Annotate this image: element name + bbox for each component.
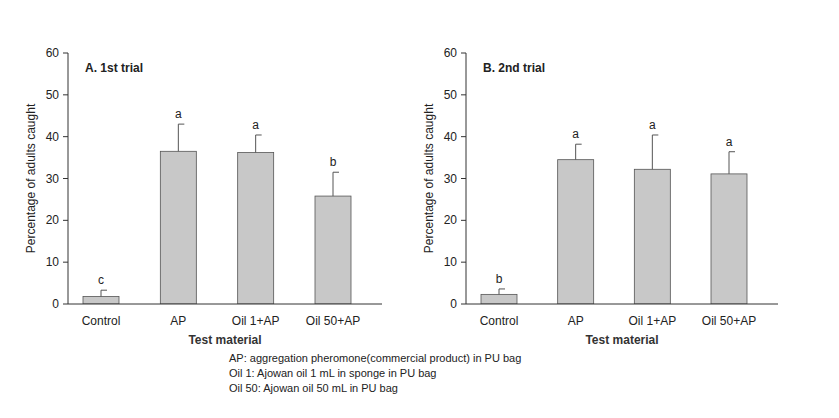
significance-letter: a [252, 118, 259, 132]
y-tick [461, 262, 466, 263]
error-bar [729, 152, 735, 174]
y-tick-label: 20 [444, 213, 458, 227]
error-stem [575, 144, 576, 159]
y-tick [63, 220, 68, 221]
x-tick-label: Oil 1+AP [232, 314, 280, 328]
error-bar [178, 124, 184, 151]
significance-letter: a [649, 118, 656, 132]
y-tick [461, 220, 466, 221]
y-tick-label: 60 [46, 46, 60, 60]
error-cap [729, 151, 735, 152]
y-tick [63, 304, 68, 305]
footnote: Oil 1: Ajowan oil 1 mL in sponge in PU b… [229, 367, 437, 379]
error-stem [499, 289, 500, 294]
plot-marks [83, 124, 351, 304]
bar [634, 169, 670, 304]
y-tick [63, 262, 68, 263]
x-tick-label: Oil 50+AP [702, 314, 756, 328]
chart-title: A. 1st trial [85, 61, 143, 75]
error-stem [652, 135, 653, 169]
error-cap [256, 134, 262, 135]
footnote: Oil 50: Ajowan oil 50 mL in PU bag [229, 382, 398, 394]
error-bar [256, 135, 262, 153]
y-tick-label: 10 [46, 255, 60, 269]
significance-letter: a [175, 107, 182, 121]
x-tick-label: Oil 50+AP [306, 314, 360, 328]
bar [711, 174, 747, 304]
y-tick [63, 53, 68, 54]
significance-letter: a [572, 127, 579, 141]
y-tick-label: 10 [444, 255, 458, 269]
y-tick [63, 136, 68, 137]
error-bar [333, 172, 339, 196]
y-tick-label: 20 [46, 213, 60, 227]
y-tick-label: 40 [46, 130, 60, 144]
error-bar [101, 290, 107, 296]
y-tick [461, 94, 466, 95]
bar [558, 160, 594, 304]
plot-marks [481, 135, 747, 304]
y-tick [461, 304, 466, 305]
x-tick-label: AP [568, 314, 584, 328]
error-stem [729, 152, 730, 174]
y-tick [461, 136, 466, 137]
figure: c Control a AP a Oil 1+AP b Oil 50+AP 0 10 20 30 40 5… [0, 0, 839, 418]
footnote: AP: aggregation pheromone(commercial pro… [229, 352, 521, 364]
error-stem [333, 172, 334, 196]
significance-letter: a [726, 135, 733, 149]
x-tick-label: AP [170, 314, 186, 328]
x-axis [68, 304, 382, 305]
x-axis [466, 304, 778, 305]
error-cap [333, 172, 339, 173]
bar [160, 151, 196, 304]
error-cap [499, 288, 505, 289]
bar [83, 296, 119, 304]
significance-letter: c [98, 273, 104, 287]
y-tick [461, 178, 466, 179]
y-tick-label: 50 [46, 88, 60, 102]
y-tick-label: 0 [52, 297, 59, 311]
y-axis-label: Percentage of adults caught [422, 103, 436, 253]
significance-letter: b [496, 272, 503, 286]
x-tick-label: Control [480, 314, 519, 328]
y-tick-label: 30 [46, 172, 60, 186]
error-bar [576, 144, 582, 159]
y-tick-label: 40 [444, 130, 458, 144]
y-tick-label: 0 [450, 297, 457, 311]
x-axis-label: Test material [188, 333, 261, 347]
x-tick-label: Control [82, 314, 121, 328]
y-axis-label: Percentage of adults caught [24, 103, 38, 253]
error-cap [101, 290, 107, 291]
chart-panel: b Control a AP a Oil 1+AP a Oil 50+AP 0 10 20 30 40 5… [422, 46, 778, 347]
y-tick-label: 50 [444, 88, 458, 102]
significance-letter: b [330, 155, 337, 169]
error-stem [101, 290, 102, 296]
chart-panel: c Control a AP a Oil 1+AP b Oil 50+AP 0 10 20 30 40 5… [24, 46, 382, 347]
bar [315, 196, 351, 304]
x-tick-label: Oil 1+AP [628, 314, 676, 328]
y-tick [63, 94, 68, 95]
y-tick-label: 60 [444, 46, 458, 60]
error-bar [652, 135, 658, 169]
error-cap [576, 144, 582, 145]
error-stem [178, 124, 179, 151]
y-tick [461, 53, 466, 54]
error-cap [652, 134, 658, 135]
bar [481, 294, 517, 304]
error-bar [499, 289, 505, 294]
error-cap [178, 124, 184, 125]
y-tick-label: 30 [444, 172, 458, 186]
bar [238, 153, 274, 304]
y-tick [63, 178, 68, 179]
error-stem [255, 135, 256, 153]
x-axis-label: Test material [585, 333, 658, 347]
chart-title: B. 2nd trial [483, 61, 545, 75]
